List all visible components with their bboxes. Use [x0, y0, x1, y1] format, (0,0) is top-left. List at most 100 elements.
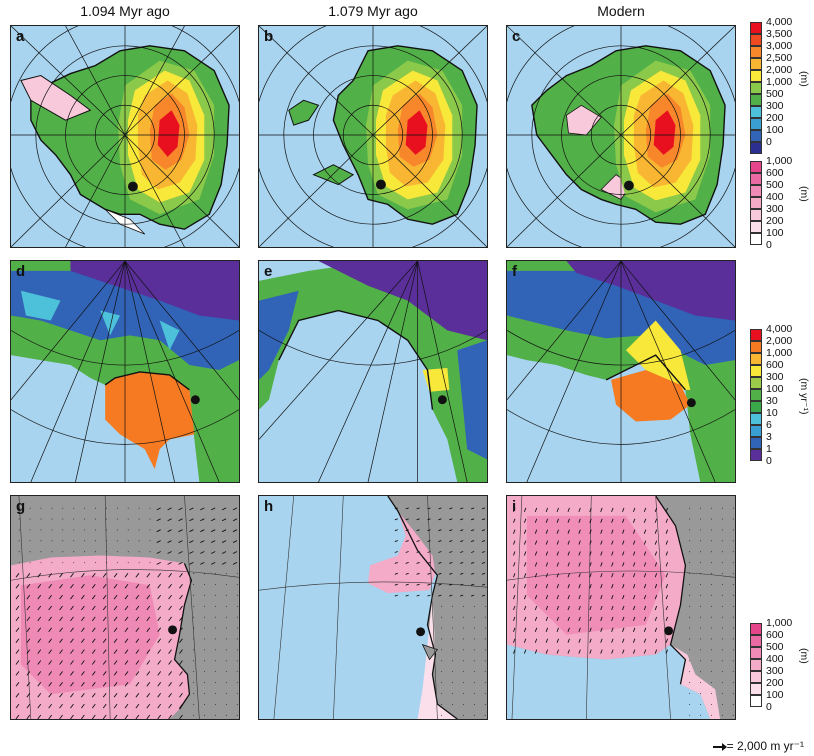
- flow-vector: [113, 682, 118, 687]
- colorbar-tick-label: 2,000: [766, 335, 793, 347]
- flow-vector: [146, 671, 151, 676]
- flow-vector: [59, 638, 63, 643]
- flow-vector: [135, 692, 140, 698]
- flow-vector: [179, 573, 183, 578]
- flow-vector: [157, 573, 162, 578]
- flow-vector: [654, 529, 658, 534]
- flow-vector: [567, 562, 570, 567]
- flow-vector: [81, 627, 85, 633]
- colorbar-swatch: [750, 161, 762, 173]
- flow-vector: [167, 529, 172, 533]
- flow-vector: [622, 605, 625, 611]
- flow-vector: [622, 507, 625, 513]
- flow-vector: [189, 540, 194, 543]
- colorbar-ice-thickness: 4,000 3,500 3,000 2,500 2,000 1,000 500 300 200 1…: [750, 17, 810, 154]
- flow-vector: [405, 529, 409, 532]
- flow-vector: [124, 616, 129, 622]
- flow-vector: [438, 529, 442, 532]
- flow-vector: [513, 616, 516, 622]
- flow-vector: [48, 638, 53, 643]
- colorbar-tick-label: 300: [766, 371, 784, 383]
- flow-vector: [200, 507, 205, 511]
- colorbar-tick-label: 200: [766, 215, 784, 227]
- flow-vector: [394, 561, 398, 564]
- flow-vector: [405, 540, 409, 543]
- flow-vector: [91, 616, 96, 622]
- colorbar-swatch: [750, 82, 762, 94]
- colorbar-tick-label: 600: [766, 629, 784, 641]
- panel-f-velocity-map: f: [506, 260, 736, 483]
- flow-vector: [168, 703, 172, 709]
- flow-vector: [460, 594, 464, 597]
- flow-vector: [611, 562, 614, 567]
- flow-vector: [643, 584, 647, 589]
- flow-vector: [113, 703, 118, 709]
- flow-vector: [600, 518, 603, 523]
- flow-vector: [545, 584, 549, 589]
- flow-vector: [600, 540, 603, 545]
- flow-vector: [113, 714, 118, 719]
- colorbar-swatch: [750, 635, 762, 647]
- colorbar-velocity: 4,000 2,000 1,000 600 300 100 30 10 6 3 1 0 (m yr⁻¹): [750, 324, 810, 470]
- flow-vector: [70, 714, 74, 719]
- flow-vector: [189, 529, 194, 533]
- colorbar-swatch: [750, 449, 762, 461]
- flow-vector: [589, 649, 592, 654]
- flow-vector: [135, 605, 140, 611]
- flow-vector: [221, 540, 227, 543]
- flow-vector: [179, 692, 183, 698]
- flow-vector: [578, 649, 581, 654]
- flow-vector: [200, 551, 205, 554]
- flow-vector: [200, 540, 205, 543]
- colorbar-tick-label: 1,000: [766, 155, 793, 167]
- flow-vector: [91, 714, 96, 719]
- flow-vector: [460, 561, 464, 564]
- flow-vector: [102, 573, 107, 578]
- flow-vector: [221, 562, 227, 565]
- flow-vector: [556, 594, 559, 600]
- flow-vector: [157, 692, 162, 698]
- flow-vector: [567, 529, 570, 534]
- flow-vector: [146, 660, 151, 665]
- flow-vector: [534, 594, 538, 600]
- flow-vector: [135, 638, 140, 643]
- flow-vector: [589, 562, 592, 567]
- flow-vector: [513, 529, 516, 534]
- flow-vector: [232, 529, 238, 533]
- flow-vector: [59, 583, 63, 589]
- flow-vector: [211, 540, 216, 543]
- flow-vector: [135, 649, 140, 654]
- flow-vector: [91, 627, 96, 633]
- flow-vector: [611, 627, 614, 632]
- colorbar-swatch: [750, 401, 762, 413]
- flow-vector: [26, 616, 31, 622]
- flow-vector: [622, 649, 625, 654]
- flow-vector: [81, 660, 85, 665]
- colorbar-tick-label: 3,500: [766, 28, 793, 40]
- flow-vector: [460, 583, 464, 586]
- colorbar-tick-label: 300: [766, 665, 784, 677]
- flow-vector: [48, 649, 53, 654]
- flow-vector: [460, 572, 464, 575]
- flow-vector: [157, 649, 162, 654]
- flow-vector: [102, 649, 107, 654]
- colorbar-tick-label: 6: [766, 419, 772, 431]
- flow-vector: [232, 562, 238, 565]
- flow-vector: [146, 627, 151, 633]
- flow-vector: [427, 583, 431, 586]
- flow-vector: [124, 682, 129, 687]
- flow-vector: [449, 572, 453, 575]
- flow-vector: [534, 605, 538, 611]
- flow-vector: [70, 573, 74, 578]
- flow-vector: [460, 551, 464, 553]
- colorbar-tick-label: 400: [766, 191, 784, 203]
- flow-vector: [26, 714, 31, 719]
- flow-vector: [48, 627, 53, 633]
- arrow-icon: [712, 742, 727, 751]
- flow-vector: [146, 605, 151, 611]
- flow-vector: [545, 518, 549, 523]
- flow-vector: [157, 627, 162, 633]
- flow-vector: [394, 594, 398, 597]
- flow-vector: [102, 583, 107, 589]
- colorbar-swatch: [750, 389, 762, 401]
